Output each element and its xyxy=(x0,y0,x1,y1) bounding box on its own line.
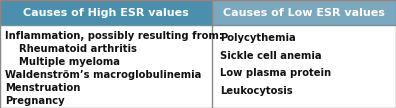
Text: Polycythemia: Polycythemia xyxy=(220,33,295,43)
Text: Waldenström’s macroglobulinemia: Waldenström’s macroglobulinemia xyxy=(5,70,201,80)
Text: Sickle cell anemia: Sickle cell anemia xyxy=(220,51,322,61)
Bar xyxy=(212,0,396,25)
Text: Pregnancy: Pregnancy xyxy=(5,96,65,106)
Text: Causes of Low ESR values: Causes of Low ESR values xyxy=(223,8,385,18)
Text: Inflammation, possibly resulting from:: Inflammation, possibly resulting from: xyxy=(5,31,223,41)
Text: Menstruation: Menstruation xyxy=(5,83,80,93)
Text: Multiple myeloma: Multiple myeloma xyxy=(19,57,120,67)
Bar xyxy=(0,0,212,25)
Text: Low plasma protein: Low plasma protein xyxy=(220,68,331,78)
Text: Causes of High ESR values: Causes of High ESR values xyxy=(23,8,189,18)
Text: Rheumatoid arthritis: Rheumatoid arthritis xyxy=(19,44,137,54)
Text: Leukocytosis: Leukocytosis xyxy=(220,86,292,96)
